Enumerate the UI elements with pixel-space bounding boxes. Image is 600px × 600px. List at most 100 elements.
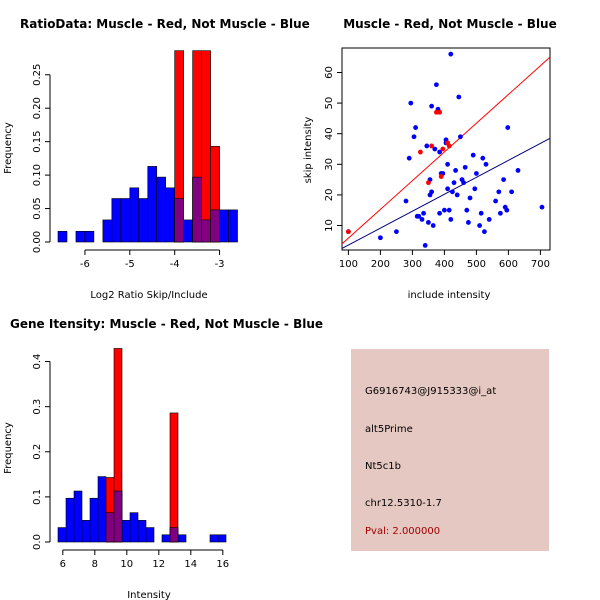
scatter-point — [421, 210, 426, 216]
gene-histogram-x-tick-label: 6 — [60, 559, 66, 570]
splice-event-type: alt5Prime — [365, 424, 413, 435]
scatter-point — [456, 94, 462, 100]
scatter-point — [445, 186, 450, 192]
scatter-x-tick-label: 100 — [339, 259, 358, 270]
scatter-point — [403, 198, 409, 204]
scatter-y-tick-label: 60 — [324, 66, 335, 79]
gene-histogram-y-tick-label: 0.3 — [32, 399, 43, 415]
ratio-histogram-ylabel: Frequency — [3, 122, 14, 174]
scatter-point — [486, 216, 492, 222]
scatter-point — [477, 223, 482, 228]
ratio-histogram-bar-overlap — [201, 219, 211, 243]
gene-histogram-y-tick-label: 0.2 — [32, 444, 43, 460]
scatter-point — [448, 51, 454, 57]
p-value: Pval: 2.000000 — [365, 526, 441, 537]
scatter-point — [429, 103, 434, 109]
ratio-histogram-bar-not-muscle — [147, 166, 158, 243]
scatter-point — [426, 220, 431, 225]
ratio-histogram-bar-not-muscle — [111, 198, 122, 243]
ratio-histogram-bar-not-muscle — [219, 209, 229, 243]
scatter-x-tick-label: 300 — [403, 259, 422, 270]
gene-histogram-bar-not-muscle — [137, 520, 147, 543]
scatter-point — [434, 82, 439, 88]
scatter-point — [418, 149, 423, 155]
ratio-histogram-y-tick-label: 0.15 — [32, 131, 43, 153]
gene-histogram-x-tick-label: 12 — [152, 559, 165, 570]
gene-histogram-bar-overlap — [113, 490, 123, 543]
scatter-point — [432, 146, 438, 152]
ratio-histogram-bar-overlap — [174, 198, 184, 243]
gene-histogram-bar-muscle — [169, 412, 179, 543]
scatter-point — [478, 210, 484, 216]
gene-histogram-bar-not-muscle — [177, 534, 187, 543]
ratio-histogram-y-tick-label: 0.25 — [32, 64, 43, 86]
scatter-y-tick-label: 50 — [324, 97, 335, 110]
scatter-point — [453, 168, 458, 173]
gene-histogram-bar-not-muscle — [209, 534, 219, 543]
gene-histogram-x-tick-label: 16 — [216, 559, 229, 570]
scatter-x-tick-label: 600 — [499, 259, 518, 270]
scatter-point — [451, 180, 457, 186]
scatter-point — [430, 223, 436, 228]
ratio-histogram-bar-not-muscle — [84, 230, 95, 243]
gene-histogram-ylabel: Frequency — [3, 422, 14, 474]
gene-histogram-title: Gene Itensity: Muscle - Red, Not Muscle … — [10, 317, 323, 331]
scatter-point — [442, 207, 447, 213]
scatter-ylabel: skip intensity — [303, 117, 314, 184]
scatter-point — [446, 207, 452, 213]
scatter-xlabel: include intensity — [408, 290, 491, 301]
scatter-point — [448, 216, 454, 222]
gene-histogram-xlabel: Intensity — [127, 590, 171, 600]
scatter-title: Muscle - Red, Not Muscle - Blue — [343, 17, 557, 31]
scatter-point — [509, 189, 514, 195]
scatter-point — [466, 220, 471, 225]
scatter-y-tick-label: 10 — [324, 219, 335, 232]
scatter-point — [429, 143, 434, 149]
scatter-point — [482, 229, 487, 235]
scatter-point — [446, 143, 452, 149]
probe-id: G6916743@J915333@i_at — [365, 386, 497, 397]
scatter-point — [505, 125, 511, 130]
ratio-histogram-bar-not-muscle — [129, 187, 140, 243]
gene-histogram-x-tick-label: 10 — [120, 559, 133, 570]
ratio-histogram-xlabel: Log2 Ratio Skip/Include — [90, 290, 207, 301]
scatter-point — [394, 229, 399, 235]
gene-histogram-bar-not-muscle — [57, 527, 67, 543]
ratio-histogram-bar-not-muscle — [57, 230, 68, 243]
scatter-point — [493, 198, 498, 204]
scatter-point — [429, 189, 434, 195]
scatter-point — [378, 235, 383, 241]
scatter-point — [437, 149, 442, 155]
ratio-histogram-bar-not-muscle — [228, 209, 238, 243]
scatter-point — [346, 229, 351, 235]
gene-histogram-bar-not-muscle — [81, 520, 91, 543]
scatter-point — [483, 161, 489, 167]
scatter-point — [504, 207, 510, 213]
gene-histogram-bar-overlap — [105, 512, 115, 543]
scatter-point — [464, 207, 470, 213]
gene-histogram-bar-not-muscle — [97, 476, 107, 543]
scatter-x-tick-label: 500 — [467, 259, 486, 270]
gene-histogram-bar-not-muscle — [145, 527, 155, 543]
scatter-point — [416, 213, 422, 219]
ratio-histogram-bar-not-muscle — [165, 187, 175, 243]
scatter-point — [461, 180, 466, 186]
ratio-histogram-bar-overlap — [210, 209, 220, 243]
scatter-x-tick-label: 200 — [371, 259, 390, 270]
gene-histogram-bar-not-muscle — [65, 497, 75, 543]
scatter-fit-line — [341, 56, 551, 245]
scatter-y-tick-label: 40 — [324, 127, 335, 140]
scatter-point — [438, 174, 444, 179]
ratio-histogram-bar-muscle — [201, 50, 211, 243]
gene-histogram-panel: Gene Itensity: Muscle - Red, Not Muscle … — [3, 317, 323, 600]
scatter-point — [437, 210, 442, 216]
gene-symbol: Nt5c1b — [365, 461, 401, 472]
ratio-histogram-bar-overlap — [192, 176, 202, 243]
scatter-point — [411, 134, 417, 140]
scatter-point — [406, 155, 412, 161]
ratio-histogram-bar-not-muscle — [102, 219, 113, 243]
scatter-point — [408, 100, 414, 106]
gene-histogram-x-tick-label: 8 — [92, 559, 98, 570]
ratio-histogram-bar-not-muscle — [156, 176, 167, 243]
scatter-point — [445, 161, 450, 167]
